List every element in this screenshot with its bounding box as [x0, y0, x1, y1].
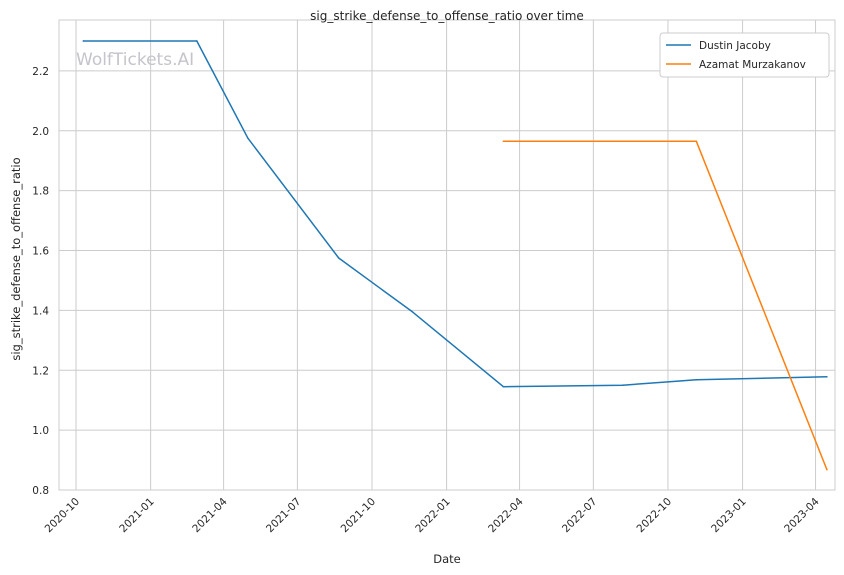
series-0-point: [82, 40, 85, 42]
y-tick-label: 1.0: [32, 425, 49, 437]
y-tick-label: 1.4: [32, 305, 49, 317]
x-tick-label: 2021-07: [264, 496, 304, 536]
legend-label: Dustin Jacoby: [699, 40, 771, 52]
series-0-point: [502, 385, 505, 388]
series-1-point: [502, 140, 505, 143]
y-tick-label: 1.8: [32, 186, 49, 198]
chart-title: sig_strike_defense_to_offense_ratio over…: [310, 9, 584, 23]
x-tick-label: 2022-04: [486, 495, 526, 535]
y-tick-label: 1.6: [32, 246, 49, 258]
x-tick-label: 2023-01: [709, 496, 749, 536]
y-tick-label: 2.0: [32, 126, 49, 138]
series-1-point: [826, 468, 828, 471]
x-tick-label: 2020-10: [43, 496, 83, 536]
series-0-point: [247, 137, 249, 140]
series-0-point: [196, 40, 198, 42]
series-0-point: [337, 257, 340, 259]
legend: Dustin Jacoby Azamat Murzakanov: [659, 32, 830, 78]
x-axis-ticks: 2020-10 2021-01 2021-04 2021-07 2021-10 2022-…: [43, 495, 822, 535]
x-tick-label: 2022-10: [635, 496, 675, 536]
y-tick-label: 1.2: [32, 365, 49, 377]
x-tick-label: 2023-04: [782, 495, 822, 535]
series-layer: [82, 40, 828, 471]
y-axis-ticks: 0.8 1.0 1.2 1.4 1.6 1.8 2.0 2.2: [32, 66, 49, 497]
x-axis-label: Date: [433, 552, 461, 566]
y-tick-label: 2.2: [32, 66, 49, 78]
x-tick-label: 2022-01: [413, 496, 453, 536]
series-0-point: [695, 379, 698, 381]
series-1-point: [695, 140, 698, 143]
series-0-point: [621, 384, 624, 387]
x-tick-label: 2021-10: [339, 496, 379, 536]
x-tick-label: 2022-07: [560, 496, 600, 536]
legend-box: [659, 32, 830, 78]
series-0-point: [411, 311, 414, 313]
y-tick-label: 0.8: [32, 485, 49, 497]
x-tick-label: 2021-04: [190, 495, 230, 535]
legend-label: Azamat Murzakanov: [699, 59, 806, 71]
watermark: WolfTickets.AI: [76, 50, 194, 70]
grid: [59, 20, 835, 491]
x-tick-label: 2021-01: [117, 496, 157, 536]
series-0-point: [826, 376, 828, 378]
y-axis-label: sig_strike_defense_to_offense_ratio: [9, 157, 23, 360]
